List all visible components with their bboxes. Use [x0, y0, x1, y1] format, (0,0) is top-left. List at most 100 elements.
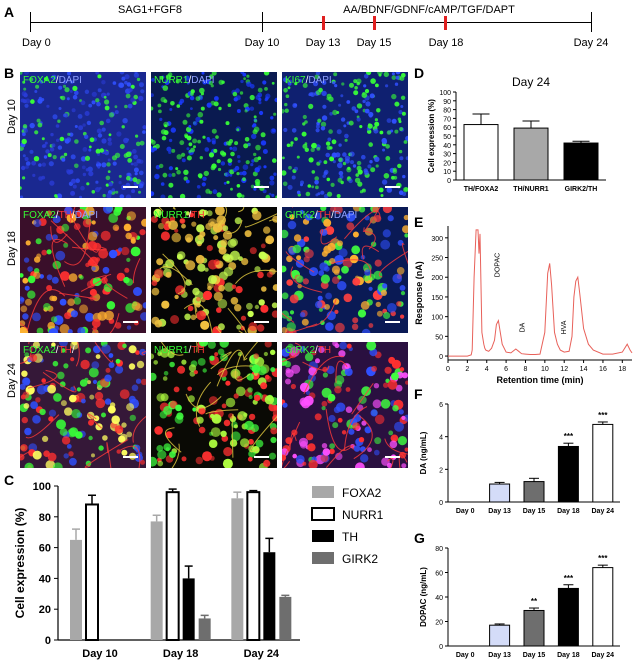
bar [523, 609, 545, 647]
stain-label: NURR1/TH [154, 345, 205, 356]
scale-bar [385, 456, 400, 458]
y-tick-label: 80 [39, 512, 51, 524]
timeline-phase1-label: SAG1+FGF8 [118, 4, 182, 16]
bar [489, 624, 511, 647]
significance-label: ** [531, 597, 538, 606]
micrograph-panel: FOXA2/TH/DAPI [20, 207, 146, 333]
x-tick-label: 2 [465, 366, 469, 373]
y-tick-label: 90 [443, 99, 451, 106]
bar [279, 596, 292, 640]
stain-marker: GIRK2 [285, 210, 316, 221]
chart-g-dopac-release: 0 20 40 60 80 DOPAC (ng/mL) Day 0 Day 13 ** Day 1… [419, 546, 620, 659]
bar [231, 498, 244, 640]
y-tick-label: 0 [447, 178, 451, 185]
legend-swatch [312, 486, 334, 498]
x-tick-label: Day 15 [523, 508, 546, 515]
stain-marker: FOXA2 [23, 345, 56, 356]
micrograph-panel: GIRK2/TH/DAPI [282, 207, 408, 333]
stain-marker: TH [317, 210, 332, 221]
stain-marker: / [71, 345, 75, 356]
y-axis-label: DA (ng/mL) [419, 431, 428, 474]
x-tick-label: Day 13 [488, 652, 511, 659]
x-tick-label: GIRK2/TH [565, 186, 598, 193]
micrograph-image [151, 207, 277, 333]
x-tick-label: Day 0 [456, 508, 475, 515]
stain-label: FOXA2/DAPI [23, 75, 82, 86]
x-tick-label: TH/FOXA2 [464, 186, 499, 193]
micrograph-panel: GIRK2/TH [282, 342, 408, 468]
x-tick-label: Day 13 [488, 508, 511, 515]
y-axis-label: Cell expression (%) [427, 99, 436, 173]
micrograph-panel: NURR1/TH [151, 342, 277, 468]
stain-label: GIRK2/TH [285, 345, 331, 356]
stain-marker: / [315, 345, 318, 356]
stain-label: NURR1/DAPI [154, 75, 215, 86]
panel-letter-d: D [414, 65, 425, 81]
panel-letter-a: A [4, 4, 15, 20]
timeline-day-label: Day 0 [22, 37, 51, 49]
bar [557, 587, 579, 647]
y-tick-label: 100 [439, 90, 451, 97]
x-axis-label: Retention time (min) [497, 375, 584, 385]
bar [489, 483, 511, 503]
y-tick-label: 0 [439, 354, 443, 361]
y-tick-label: 100 [431, 315, 443, 322]
bar [246, 491, 261, 641]
panel-letter-g: G [414, 530, 425, 546]
y-tick-label: 40 [435, 595, 443, 602]
y-tick-label: 10 [443, 169, 451, 176]
scale-bar [123, 321, 138, 323]
legend-label: FOXA2 [342, 486, 382, 500]
y-tick-label: 0 [439, 500, 443, 507]
y-tick-label: 80 [435, 546, 443, 553]
stain-marker: / [55, 210, 59, 221]
y-tick-label: 20 [39, 604, 51, 616]
bar [557, 445, 579, 503]
stain-marker: NURR1 [154, 345, 189, 356]
significance-label: *** [598, 554, 608, 563]
micrograph-image [151, 72, 277, 198]
x-tick-label: Day 18 [163, 648, 198, 660]
bar [463, 124, 499, 181]
chart-c-expression-over-time: 0 20 40 60 80 100 Cell expression (%) Day 10 Day… [13, 481, 384, 660]
stain-marker: / [188, 210, 192, 221]
y-tick-label: 60 [435, 571, 443, 578]
stain-marker: FOXA2 [23, 75, 56, 86]
y-tick-label: 70 [443, 116, 451, 123]
legend-swatch [312, 552, 334, 564]
timeline-tick-day10 [262, 12, 263, 32]
y-tick-label: 6 [439, 402, 443, 409]
micrograph-panel: FOXA2/DAPI [20, 72, 146, 198]
y-tick-label: 30 [443, 152, 451, 159]
x-tick-label: 10 [541, 366, 549, 373]
x-tick-label: Day 24 [244, 648, 280, 660]
y-tick-label: 60 [39, 543, 51, 555]
stain-marker: NURR1 [154, 210, 189, 221]
x-tick-label: 16 [599, 366, 607, 373]
scale-bar [254, 186, 269, 188]
scale-bar [385, 186, 400, 188]
stain-marker: DAPI [74, 210, 99, 221]
micrograph-image [282, 207, 408, 333]
timeline-day-label: Day 13 [305, 37, 341, 49]
stain-marker: / [305, 75, 309, 86]
legend-label: NURR1 [342, 508, 384, 522]
legend-label: GIRK2 [342, 552, 378, 566]
y-tick-label: 50 [443, 134, 451, 141]
stain-marker: TH [317, 345, 332, 356]
stain-marker: / [188, 345, 192, 356]
micrograph-row-label: Day 24 [6, 363, 18, 398]
micrograph-panel: FOXA2/TH/ [20, 342, 146, 468]
stain-marker: DAPI [191, 75, 215, 86]
stain-marker: GIRK2 [285, 345, 316, 356]
y-tick-label: 4 [439, 435, 443, 442]
x-tick-label: Day 0 [456, 652, 475, 659]
x-tick-label: Day 18 [557, 508, 580, 515]
micrograph-panel: NURR1/TH [151, 207, 277, 333]
timeline-day-label: Day 15 [356, 37, 392, 49]
x-tick-label: Day 24 [592, 652, 615, 659]
stain-marker: FOXA2 [23, 210, 56, 221]
bar [85, 503, 99, 642]
bar [70, 539, 82, 640]
